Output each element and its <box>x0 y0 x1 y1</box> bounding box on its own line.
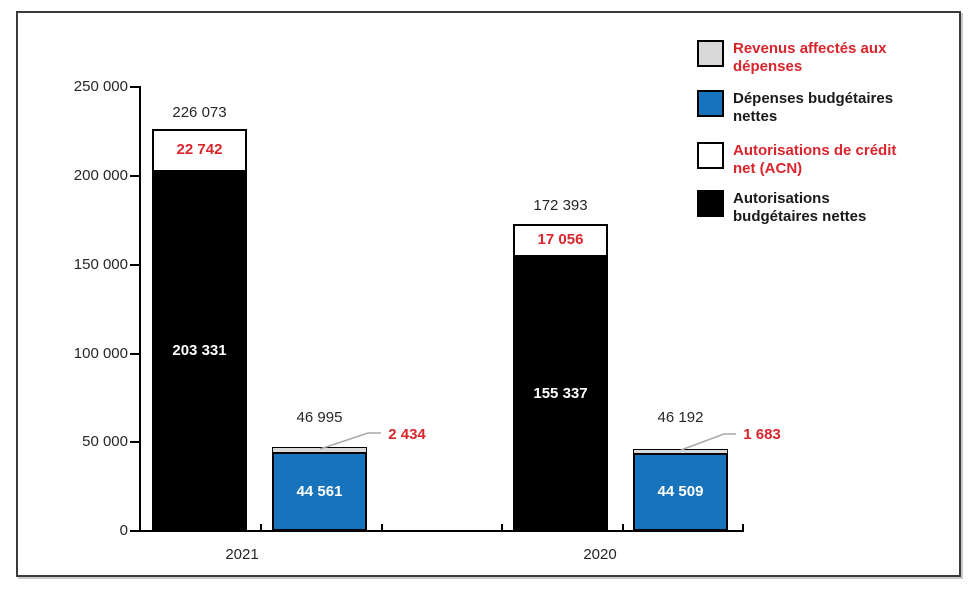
legend-label-line: dépenses <box>733 58 803 75</box>
y-tick-200000 <box>130 175 139 177</box>
label-2021-dep-total: 46 995 <box>296 409 343 426</box>
legend-swatch-revenus <box>697 40 724 67</box>
y-tick-250000 <box>130 86 139 88</box>
x-tick <box>742 524 744 531</box>
legend-label-line: Dépenses budgétaires <box>733 90 894 107</box>
label-2021-revenus: 2 434 <box>388 426 426 443</box>
label-2020-acn: 17 056 <box>537 231 584 248</box>
legend-label-line: Autorisations de crédit <box>733 142 897 159</box>
y-axis-label: 200 000 <box>73 167 128 184</box>
bar-2020-dep-net-segment <box>633 453 728 531</box>
label-2020-auth-total: 172 393 <box>533 197 588 214</box>
y-axis-label: 150 000 <box>73 256 128 273</box>
legend-label-line: Autorisations <box>733 190 830 207</box>
legend-label-line: Revenus affectés aux <box>733 40 887 57</box>
label-2021-auth-total: 226 073 <box>172 104 227 121</box>
y-axis-label: 50 000 <box>82 433 128 450</box>
legend-swatch-acn <box>697 142 724 169</box>
bar-2021-auth-net-segment <box>152 170 247 531</box>
x-axis-line <box>139 530 744 532</box>
y-axis-line <box>139 86 141 532</box>
y-axis-label: 100 000 <box>73 345 128 362</box>
y-tick-0 <box>130 530 139 532</box>
legend-label-depenses: Dépenses budgétaires nettes <box>733 90 928 126</box>
bar-2021-dep-net-segment <box>272 452 367 531</box>
legend-label-line: net (ACN) <box>733 160 803 177</box>
bar-2020-auth-net-segment <box>513 255 608 531</box>
label-2020-revenus: 1 683 <box>743 426 781 443</box>
label-2020-dep-total: 46 192 <box>657 409 704 426</box>
label-2021-dep-net: 44 561 <box>296 483 343 500</box>
x-category-label-2020: 2020 <box>583 546 617 563</box>
y-tick-150000 <box>130 264 139 266</box>
y-axis-label: 250 000 <box>73 78 128 95</box>
x-tick <box>260 524 262 531</box>
x-tick <box>501 524 503 531</box>
y-tick-100000 <box>130 353 139 355</box>
label-2021-auth-net: 203 331 <box>172 342 227 359</box>
label-2020-auth-net: 155 337 <box>533 385 588 402</box>
label-2020-dep-net: 44 509 <box>657 483 704 500</box>
legend-label-revenus: Revenus affectés aux dépenses <box>733 40 928 76</box>
x-tick <box>622 524 624 531</box>
legend-swatch-depenses <box>697 90 724 117</box>
x-category-label-2021: 2021 <box>225 546 259 563</box>
legend-label-line: nettes <box>733 108 778 125</box>
legend-label-acn: Autorisations de crédit net (ACN) <box>733 142 928 178</box>
label-2021-acn: 22 742 <box>176 141 223 158</box>
y-axis-label: 0 <box>119 522 128 539</box>
x-tick <box>381 524 383 531</box>
legend-label-line: budgétaires nettes <box>733 208 867 225</box>
y-tick-50000 <box>130 441 139 443</box>
legend-label-autorisations: Autorisations budgétaires nettes <box>733 190 928 226</box>
legend-swatch-autorisations <box>697 190 724 217</box>
